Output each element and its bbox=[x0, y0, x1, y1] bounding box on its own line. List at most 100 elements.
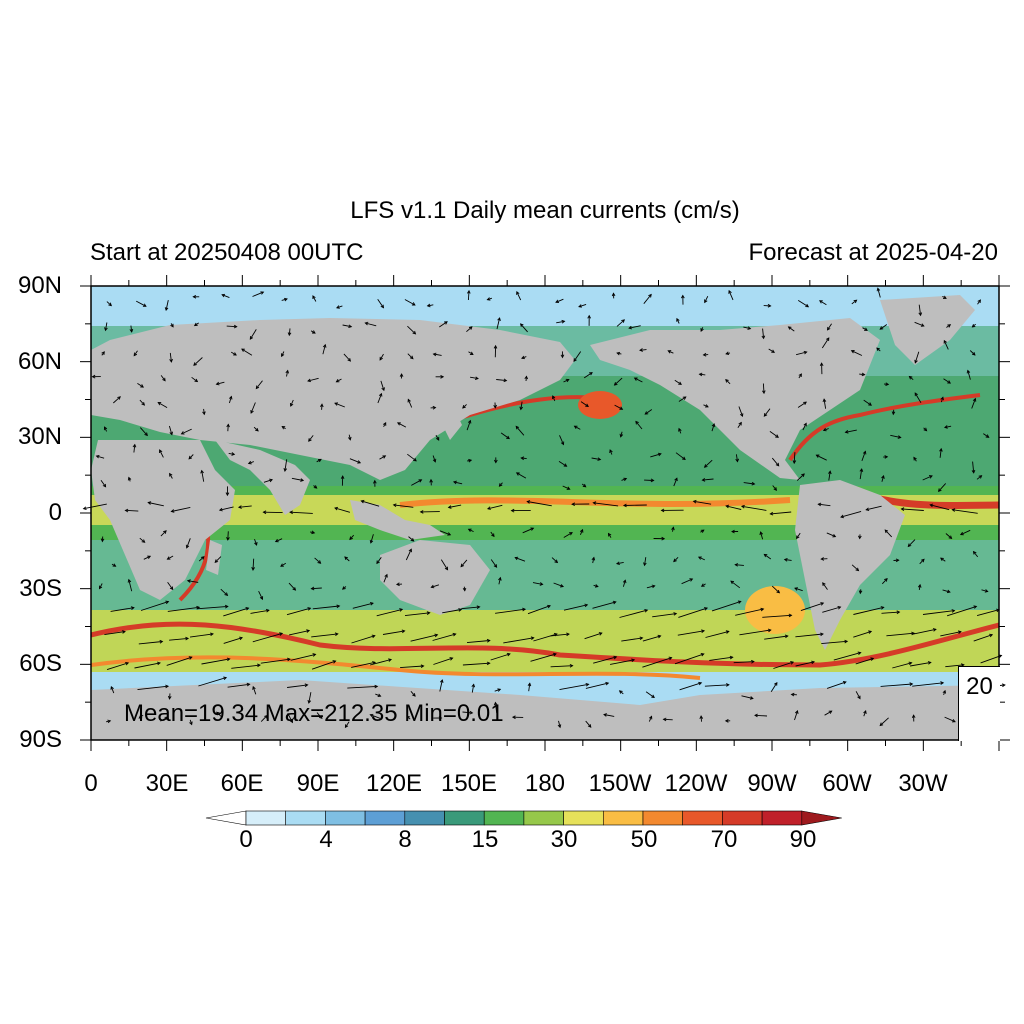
current-vector bbox=[288, 328, 291, 336]
current-vector-head bbox=[280, 353, 285, 358]
current-vector-head bbox=[984, 589, 989, 593]
current-vector-head bbox=[579, 528, 584, 533]
current-vector bbox=[737, 422, 742, 429]
current-vector-head bbox=[340, 475, 345, 479]
current-vector-head bbox=[142, 303, 147, 307]
current-vector-head bbox=[573, 358, 577, 362]
current-vector bbox=[851, 350, 863, 356]
current-vector-head bbox=[790, 692, 795, 697]
current-vector bbox=[725, 379, 731, 385]
current-vector bbox=[407, 453, 417, 462]
current-vector-head bbox=[289, 510, 293, 515]
current-vector-head bbox=[410, 538, 415, 542]
current-vector bbox=[763, 408, 771, 417]
current-vector bbox=[169, 637, 189, 641]
current-vector-head bbox=[117, 396, 121, 400]
current-vector bbox=[634, 377, 643, 383]
current-vector bbox=[802, 423, 807, 431]
current-vector bbox=[912, 628, 936, 635]
current-vector bbox=[471, 684, 475, 693]
current-vector bbox=[448, 504, 462, 508]
current-vector-head bbox=[193, 362, 197, 366]
current-vector-head bbox=[622, 579, 627, 584]
start-time-label: Start at 20250408 00UTC bbox=[90, 239, 364, 266]
current-vector bbox=[522, 527, 534, 534]
current-vector-head bbox=[819, 362, 824, 367]
current-vector-head bbox=[749, 696, 754, 700]
current-vector-head bbox=[611, 292, 616, 297]
current-vector bbox=[532, 582, 543, 585]
current-vector-head bbox=[310, 586, 315, 591]
current-vector bbox=[440, 559, 448, 570]
current-vector-head bbox=[822, 582, 826, 586]
current-vectors bbox=[82, 287, 1006, 730]
current-vector-head bbox=[289, 719, 293, 724]
current-vector bbox=[393, 504, 414, 508]
current-vector-head bbox=[609, 449, 613, 454]
current-vector bbox=[643, 294, 652, 304]
current-vector-head bbox=[551, 395, 556, 400]
current-vector-head bbox=[169, 358, 173, 363]
current-vector bbox=[160, 530, 167, 537]
current-vector bbox=[460, 559, 468, 567]
south-america-land bbox=[795, 480, 905, 650]
current-vector-head bbox=[530, 527, 535, 531]
current-vector-head bbox=[700, 652, 705, 657]
lon-label-30e: 30E bbox=[145, 770, 189, 797]
current-vector bbox=[635, 421, 643, 430]
current-vector bbox=[821, 640, 848, 645]
current-vector-head bbox=[279, 632, 284, 636]
current-vector-head bbox=[725, 504, 730, 509]
current-vector bbox=[96, 455, 105, 459]
current-vector bbox=[466, 640, 490, 644]
current-vector-head bbox=[284, 297, 288, 302]
current-vector bbox=[439, 679, 443, 692]
current-vector bbox=[198, 556, 205, 562]
current-vector bbox=[410, 634, 438, 642]
current-vector bbox=[944, 425, 952, 428]
current-vector bbox=[762, 328, 765, 339]
current-vector bbox=[143, 555, 151, 560]
current-vector-head bbox=[584, 603, 589, 608]
current-vector bbox=[592, 601, 616, 609]
current-vector-head bbox=[413, 457, 417, 462]
current-vector-head bbox=[406, 715, 411, 720]
current-vector-head bbox=[429, 478, 433, 483]
current-vector-head bbox=[569, 663, 574, 668]
current-vector-head bbox=[921, 558, 925, 563]
current-vector bbox=[678, 607, 708, 618]
current-vector-head bbox=[775, 434, 779, 438]
current-vector-head bbox=[776, 589, 781, 594]
current-vector-head bbox=[376, 560, 380, 565]
current-vector bbox=[104, 631, 126, 636]
current-vector bbox=[193, 357, 203, 366]
colorbar-swatch bbox=[523, 810, 564, 826]
current-vector-head bbox=[255, 385, 260, 390]
current-vector-head bbox=[796, 535, 800, 540]
current-vector-head bbox=[828, 710, 833, 714]
current-vector bbox=[881, 578, 888, 585]
current-vector-head bbox=[571, 502, 576, 506]
current-vector-head bbox=[170, 509, 175, 513]
current-vector-head bbox=[498, 483, 503, 487]
current-vector bbox=[762, 383, 765, 394]
current-vector-head bbox=[274, 538, 279, 543]
current-vector bbox=[404, 612, 430, 617]
current-vector-head bbox=[734, 563, 739, 567]
current-vector bbox=[574, 425, 581, 430]
current-vector-head bbox=[408, 548, 412, 553]
current-vector-head bbox=[287, 332, 292, 337]
current-vector bbox=[945, 533, 952, 539]
current-vector-head bbox=[381, 387, 385, 392]
current-vector-head bbox=[828, 470, 832, 475]
current-vector-head bbox=[859, 468, 864, 472]
current-vector-head bbox=[937, 488, 942, 492]
current-vector bbox=[219, 506, 234, 511]
current-vector-head bbox=[82, 506, 87, 511]
current-vector bbox=[674, 379, 682, 385]
current-vector-head bbox=[876, 287, 881, 292]
current-vector bbox=[316, 712, 323, 719]
current-vector-head bbox=[737, 600, 742, 604]
current-vector bbox=[944, 716, 956, 723]
current-vector bbox=[704, 295, 709, 303]
